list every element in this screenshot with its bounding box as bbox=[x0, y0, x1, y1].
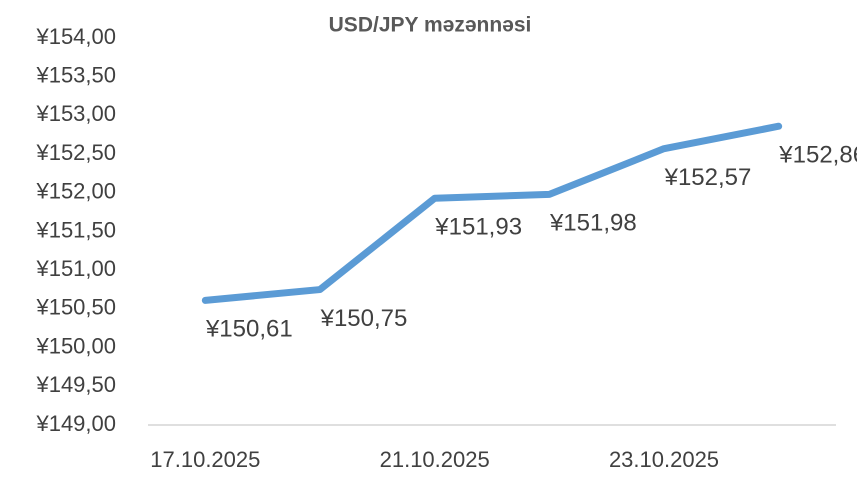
chart-title: USD/JPY məzənnəsi bbox=[329, 14, 532, 37]
y-tick-label: ¥153,50 bbox=[35, 63, 116, 88]
x-tick-label: 17.10.2025 bbox=[150, 447, 260, 472]
data-label: ¥152,57 bbox=[664, 164, 752, 191]
y-tick-label: ¥154,00 bbox=[35, 24, 116, 49]
x-tick-label: 23.10.2025 bbox=[609, 447, 719, 472]
y-tick-label: ¥153,00 bbox=[35, 101, 116, 126]
data-label: ¥152,86 bbox=[778, 142, 857, 169]
y-tick-label: ¥149,00 bbox=[35, 411, 116, 436]
data-label: ¥151,98 bbox=[549, 210, 637, 237]
y-tick-label: ¥151,00 bbox=[35, 256, 116, 281]
y-tick-label: ¥149,50 bbox=[35, 372, 116, 397]
y-tick-label: ¥150,00 bbox=[35, 333, 116, 358]
y-tick-label: ¥152,00 bbox=[35, 179, 116, 204]
y-tick-label: ¥151,50 bbox=[35, 217, 116, 242]
data-label: ¥151,93 bbox=[434, 214, 522, 241]
x-tick-label: 21.10.2025 bbox=[380, 447, 490, 472]
data-label: ¥150,75 bbox=[320, 305, 408, 332]
data-label: ¥150,61 bbox=[205, 316, 293, 343]
y-tick-label: ¥150,50 bbox=[35, 295, 116, 320]
line bbox=[201, 122, 783, 304]
y-tick-label: ¥152,50 bbox=[35, 140, 116, 165]
